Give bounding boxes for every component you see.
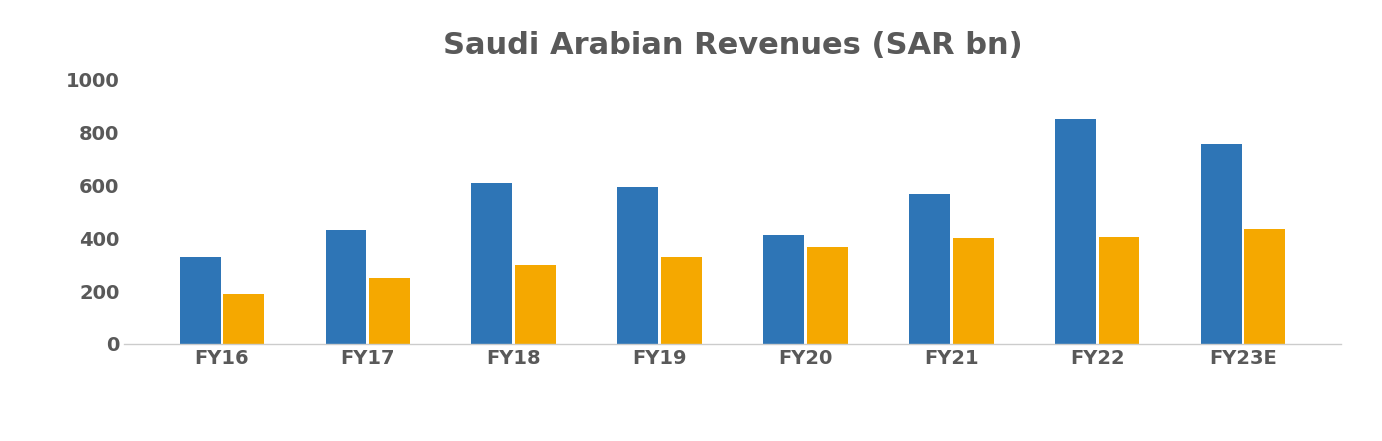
Bar (1099, 237, 1139, 344)
Bar (224, 294, 264, 344)
Bar (909, 194, 949, 344)
Bar (180, 257, 221, 344)
Bar (515, 265, 556, 344)
Bar (1054, 119, 1096, 344)
Bar (326, 230, 366, 344)
Bar (618, 187, 658, 344)
Bar (471, 183, 513, 344)
Bar (1244, 229, 1285, 344)
Bar (763, 235, 804, 344)
Bar (1201, 144, 1241, 344)
Title: Saudi Arabian Revenues (SAR bn): Saudi Arabian Revenues (SAR bn) (442, 31, 1023, 60)
Bar (807, 247, 847, 344)
Bar (952, 238, 994, 344)
Bar (369, 278, 410, 344)
Bar (661, 257, 702, 344)
